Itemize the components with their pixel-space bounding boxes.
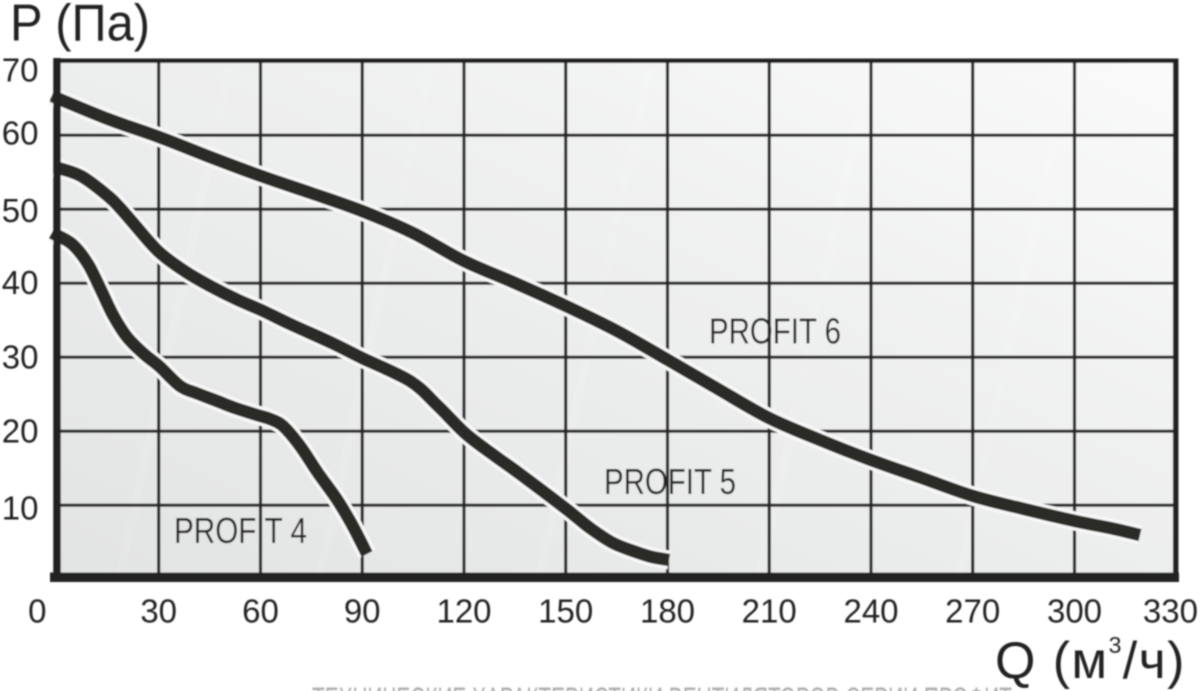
svg-text:300: 300 xyxy=(1047,593,1102,630)
svg-text:330: 330 xyxy=(1143,593,1198,630)
svg-text:0: 0 xyxy=(28,593,46,630)
svg-text:Q (м3/ч): Q (м3/ч) xyxy=(995,632,1186,690)
svg-text:150: 150 xyxy=(538,593,593,630)
svg-text:40: 40 xyxy=(2,264,39,301)
svg-text:90: 90 xyxy=(344,593,381,630)
svg-text:PROFIT 5: PROFIT 5 xyxy=(604,461,736,502)
svg-text:20: 20 xyxy=(2,413,39,450)
svg-text:30: 30 xyxy=(140,593,177,630)
svg-text:30: 30 xyxy=(2,339,39,376)
svg-text:70: 70 xyxy=(2,52,39,89)
svg-text:270: 270 xyxy=(945,593,1000,630)
svg-text:60: 60 xyxy=(242,593,279,630)
svg-text:120: 120 xyxy=(436,593,491,630)
svg-text:P (Па): P (Па) xyxy=(10,0,150,53)
svg-text:ТЕХНИЧЕСКИЕ ХАРАКТЕРИСТИКИ ВЕН: ТЕХНИЧЕСКИЕ ХАРАКТЕРИСТИКИ ВЕНТИЛЯТОРОВ … xyxy=(312,681,1012,691)
svg-text:PROFIT 6: PROFIT 6 xyxy=(709,311,841,352)
svg-text:240: 240 xyxy=(843,593,898,630)
svg-text:50: 50 xyxy=(2,192,39,229)
svg-text:10: 10 xyxy=(2,489,39,526)
svg-text:60: 60 xyxy=(2,114,39,151)
svg-text:180: 180 xyxy=(640,593,695,630)
svg-text:210: 210 xyxy=(742,593,797,630)
svg-text:PROFIT 4: PROFIT 4 xyxy=(174,510,307,551)
